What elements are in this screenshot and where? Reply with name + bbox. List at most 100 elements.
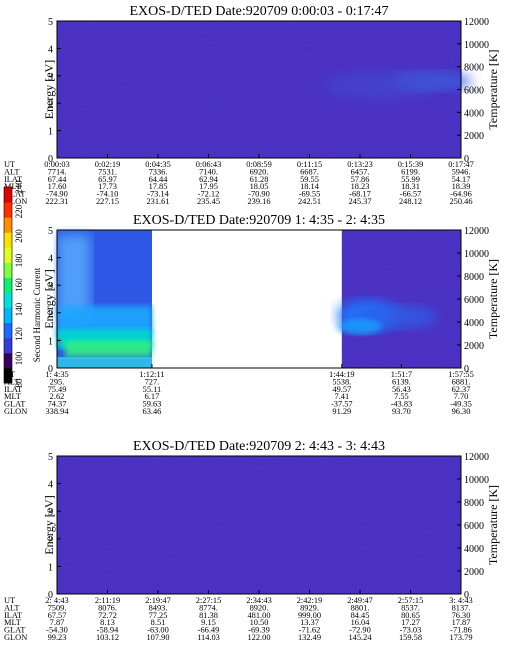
table-cell: 6139. [392, 377, 411, 386]
table-cell: 54.17 [452, 175, 471, 184]
table-cell: 8076. [98, 603, 117, 612]
panel-title: EXOS-D/TED Date:920709 1: 4:35 - 2: 4:35 [133, 213, 385, 228]
table-cell: 2:27:15 [196, 596, 222, 605]
table-cell: 0:15:39 [398, 160, 424, 169]
table-cell: 80.65 [401, 611, 420, 620]
colorbar-tick-label: 80 [14, 378, 24, 388]
panel-1: EXOS-D/TED Date:920709 0:00:03 - 0:17:47… [4, 4, 500, 206]
table-cell: 55.99 [401, 175, 420, 184]
table-cell: -74.90 [46, 190, 68, 199]
colorbar-swatch [4, 322, 12, 339]
panel-3: EXOS-D/TED Date:920709 2: 4:43 - 3: 4:43… [4, 439, 500, 642]
y2-tick-label: 2000 [464, 131, 484, 142]
table-cell: 17.85 [149, 182, 168, 191]
table-cell: 56.43 [392, 385, 411, 394]
table-cell: 6687. [300, 167, 319, 176]
table-cell: 2:19:47 [145, 596, 171, 605]
table-cell: 72.72 [98, 611, 117, 620]
table-cell: 6.17 [145, 392, 160, 401]
colorbar-tick-label: 200 [14, 229, 24, 243]
table-cell: 77.25 [149, 611, 168, 620]
table-cell: 55.11 [143, 385, 162, 394]
table-cell: 0:02:19 [95, 160, 121, 169]
y2-axis-label: Temperature [K] [486, 49, 500, 129]
table-row-label: ILAT [4, 385, 22, 394]
table-cell: 1:51:7 [391, 370, 412, 379]
table-cell: 18.31 [401, 182, 420, 191]
y2-tick-label: 10000 [464, 475, 489, 486]
y2-tick-label: 8000 [464, 498, 484, 509]
colorbar-swatch [4, 187, 12, 203]
table-cell: -69.39 [248, 626, 270, 635]
table-cell: 239.16 [247, 197, 270, 206]
colorbar-swatch [4, 232, 12, 248]
table-cell: 999.00 [298, 611, 321, 620]
y2-tick-label: 12000 [464, 452, 489, 463]
table-cell: 0:11:15 [297, 160, 322, 169]
table-cell: 91.29 [332, 407, 351, 416]
y2-tick-label: 8000 [464, 63, 484, 74]
table-cell: 122.00 [247, 633, 270, 642]
y-tick-label: 4 [48, 44, 53, 55]
panel-title: EXOS-D/TED Date:920709 2: 4:43 - 3: 4:43 [133, 439, 385, 454]
table-cell: 18.23 [351, 182, 370, 191]
table-cell: 245.37 [348, 197, 371, 206]
table-cell: 16.04 [351, 618, 371, 627]
colorbar-tick-label: 240 [14, 180, 24, 194]
heatmap-enhancement [57, 356, 152, 368]
table-cell: 62.94 [199, 175, 219, 184]
table-row-label: ILAT [4, 611, 22, 620]
table-cell: 231.61 [146, 197, 169, 206]
table-cell: 7.87 [50, 618, 65, 627]
table-cell: 6881. [452, 377, 471, 386]
table-cell: 8137. [452, 603, 471, 612]
table-cell: 8.13 [100, 618, 115, 627]
table-cell: 96.30 [452, 407, 471, 416]
table-cell: 8537. [401, 603, 420, 612]
table-cell: 727. [145, 377, 160, 386]
colorbar-tick-label: 160 [14, 278, 24, 292]
table-cell: -68.17 [349, 190, 371, 199]
table-cell: 17.87 [452, 618, 471, 627]
table-cell: 2:49:47 [347, 596, 373, 605]
y-tick-label: 0 [48, 364, 53, 375]
table-cell: 107.90 [146, 633, 169, 642]
table-cell: 132.49 [298, 633, 321, 642]
table-cell: 7714. [48, 167, 67, 176]
table-row-label: GLAT [4, 190, 25, 199]
colorbar-label: Second Harmonic Current [32, 267, 42, 362]
table-cell: 5538. [332, 377, 351, 386]
table-cell: 7.41 [334, 392, 349, 401]
table-cell: 10.50 [250, 618, 269, 627]
table-cell: 99.23 [48, 633, 67, 642]
table-cell: 76.30 [452, 611, 471, 620]
table-cell: 49.57 [332, 385, 351, 394]
table-cell: 7509. [48, 603, 67, 612]
table-cell: 67.57 [48, 611, 67, 620]
y-tick-label: 4 [48, 480, 53, 491]
table-row-label: ILAT [4, 175, 22, 184]
colorbar-swatch [4, 217, 12, 233]
table-cell: 17.60 [48, 182, 67, 191]
table-cell: 8.51 [151, 618, 166, 627]
table-cell: 8929. [300, 603, 319, 612]
y-tick-label: 1 [48, 336, 53, 347]
y2-tick-label: 2000 [464, 341, 484, 352]
table-cell: 0:08:59 [246, 160, 272, 169]
table-cell: 0:17:47 [448, 160, 474, 169]
table-row-label: GLON [4, 407, 27, 416]
table-row-label: MLT [4, 618, 21, 627]
table-cell: 0:00:03 [44, 160, 70, 169]
heatmap-noise [341, 230, 461, 368]
colorbar-swatch [4, 202, 12, 218]
table-cell: -73.14 [147, 190, 169, 199]
colorbar-swatch [4, 292, 12, 309]
table-row-label: UT [4, 596, 15, 605]
table-cell: 18.14 [300, 182, 320, 191]
heatmap-enhancement [325, 71, 436, 100]
y2-tick-label: 12000 [464, 226, 489, 237]
y2-tick-label: 4000 [464, 318, 484, 329]
colorbar-tick-label: 100 [14, 351, 24, 365]
table-cell: 18.05 [250, 182, 269, 191]
table-cell: 63.46 [143, 407, 162, 416]
